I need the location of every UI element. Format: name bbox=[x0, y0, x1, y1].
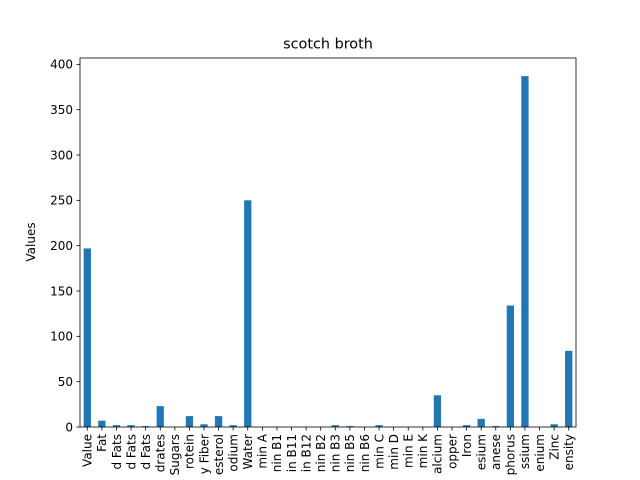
x-tick-label: Zinc bbox=[547, 434, 561, 460]
x-tick-label: in B12 bbox=[299, 434, 313, 472]
x-tick-label: opper bbox=[445, 434, 459, 469]
bar-10 bbox=[229, 425, 237, 427]
bar-1 bbox=[98, 420, 106, 427]
y-tick-label: 200 bbox=[50, 239, 73, 253]
x-tick-label: min K bbox=[416, 433, 430, 468]
x-tick-label: ensity bbox=[562, 434, 576, 470]
bar-27 bbox=[477, 418, 485, 427]
bar-8 bbox=[200, 424, 208, 427]
bar-28 bbox=[492, 426, 500, 427]
x-tick-label: min C bbox=[372, 434, 386, 469]
bar-3 bbox=[127, 425, 135, 427]
bar-30 bbox=[521, 76, 529, 427]
y-axis-label: Values bbox=[24, 222, 38, 261]
bar-9 bbox=[214, 416, 223, 427]
x-tick-label: anese bbox=[489, 434, 503, 470]
x-tick-label: d Fats bbox=[110, 434, 124, 470]
bar-5 bbox=[156, 406, 164, 427]
bar-2 bbox=[112, 425, 121, 427]
x-tick-label: esterol bbox=[212, 434, 226, 475]
chart-title: scotch broth bbox=[283, 37, 373, 53]
bar-17 bbox=[331, 425, 339, 427]
x-tick-label: nin B2 bbox=[314, 434, 328, 472]
y-tick-label: 250 bbox=[50, 194, 73, 208]
bar-7 bbox=[185, 416, 194, 427]
x-tick-label: Water bbox=[241, 434, 255, 470]
bars-group bbox=[83, 76, 573, 427]
bar-26 bbox=[462, 425, 471, 427]
x-tick-label: in B11 bbox=[285, 434, 299, 472]
y-axis: 0 50 100 150 200 250 300 350 400 bbox=[50, 58, 80, 434]
x-tick-label: min D bbox=[387, 434, 401, 470]
x-tick-label: nin B1 bbox=[270, 434, 284, 472]
x-tick-label: drates bbox=[154, 434, 168, 472]
bar-33 bbox=[565, 350, 573, 427]
x-tick-label: Value bbox=[81, 434, 95, 467]
bar-32 bbox=[550, 424, 558, 427]
x-tick-label: alcium bbox=[431, 434, 445, 474]
x-tick-label: Fat bbox=[95, 434, 109, 452]
y-tick-label: 100 bbox=[50, 330, 73, 344]
x-tick-label: odium bbox=[226, 434, 240, 472]
x-tick-label: nin B6 bbox=[358, 434, 372, 472]
bar-18 bbox=[346, 426, 354, 427]
x-tick-label: Iron bbox=[460, 434, 474, 457]
x-tick-label: d Fats bbox=[124, 434, 138, 470]
x-tick-label: y Fiber bbox=[197, 434, 211, 474]
y-tick-label: 150 bbox=[50, 284, 73, 298]
x-tick-label: ssium bbox=[518, 434, 532, 469]
bar-29 bbox=[506, 305, 514, 427]
bar-4 bbox=[142, 426, 150, 427]
y-tick-label: 350 bbox=[50, 103, 73, 117]
x-tick-label: min E bbox=[402, 434, 416, 468]
x-tick-label: Sugars bbox=[168, 434, 182, 475]
x-tick-label: enium bbox=[533, 434, 547, 472]
bar-0 bbox=[83, 248, 91, 427]
plot-frame bbox=[79, 57, 577, 428]
x-tick-label: nin B5 bbox=[343, 434, 357, 472]
x-tick-label: esium bbox=[474, 434, 488, 470]
y-tick-label: 50 bbox=[58, 375, 73, 389]
bar-20 bbox=[375, 425, 383, 427]
y-tick-label: 0 bbox=[65, 420, 73, 434]
bar-24 bbox=[433, 395, 442, 427]
x-tick-label: min A bbox=[256, 433, 270, 468]
x-tick-label: rotein bbox=[183, 434, 197, 469]
y-tick-label: 300 bbox=[50, 148, 73, 162]
x-tick-label: d Fats bbox=[139, 434, 153, 470]
x-tick-label: nin B3 bbox=[329, 434, 343, 472]
y-tick-label: 400 bbox=[50, 58, 73, 72]
x-tick-label: phorus bbox=[504, 434, 518, 475]
x-axis: Value Fat d Fats d Fats d Fats drates Sugars ro… bbox=[81, 427, 576, 475]
bar-11 bbox=[244, 200, 252, 427]
